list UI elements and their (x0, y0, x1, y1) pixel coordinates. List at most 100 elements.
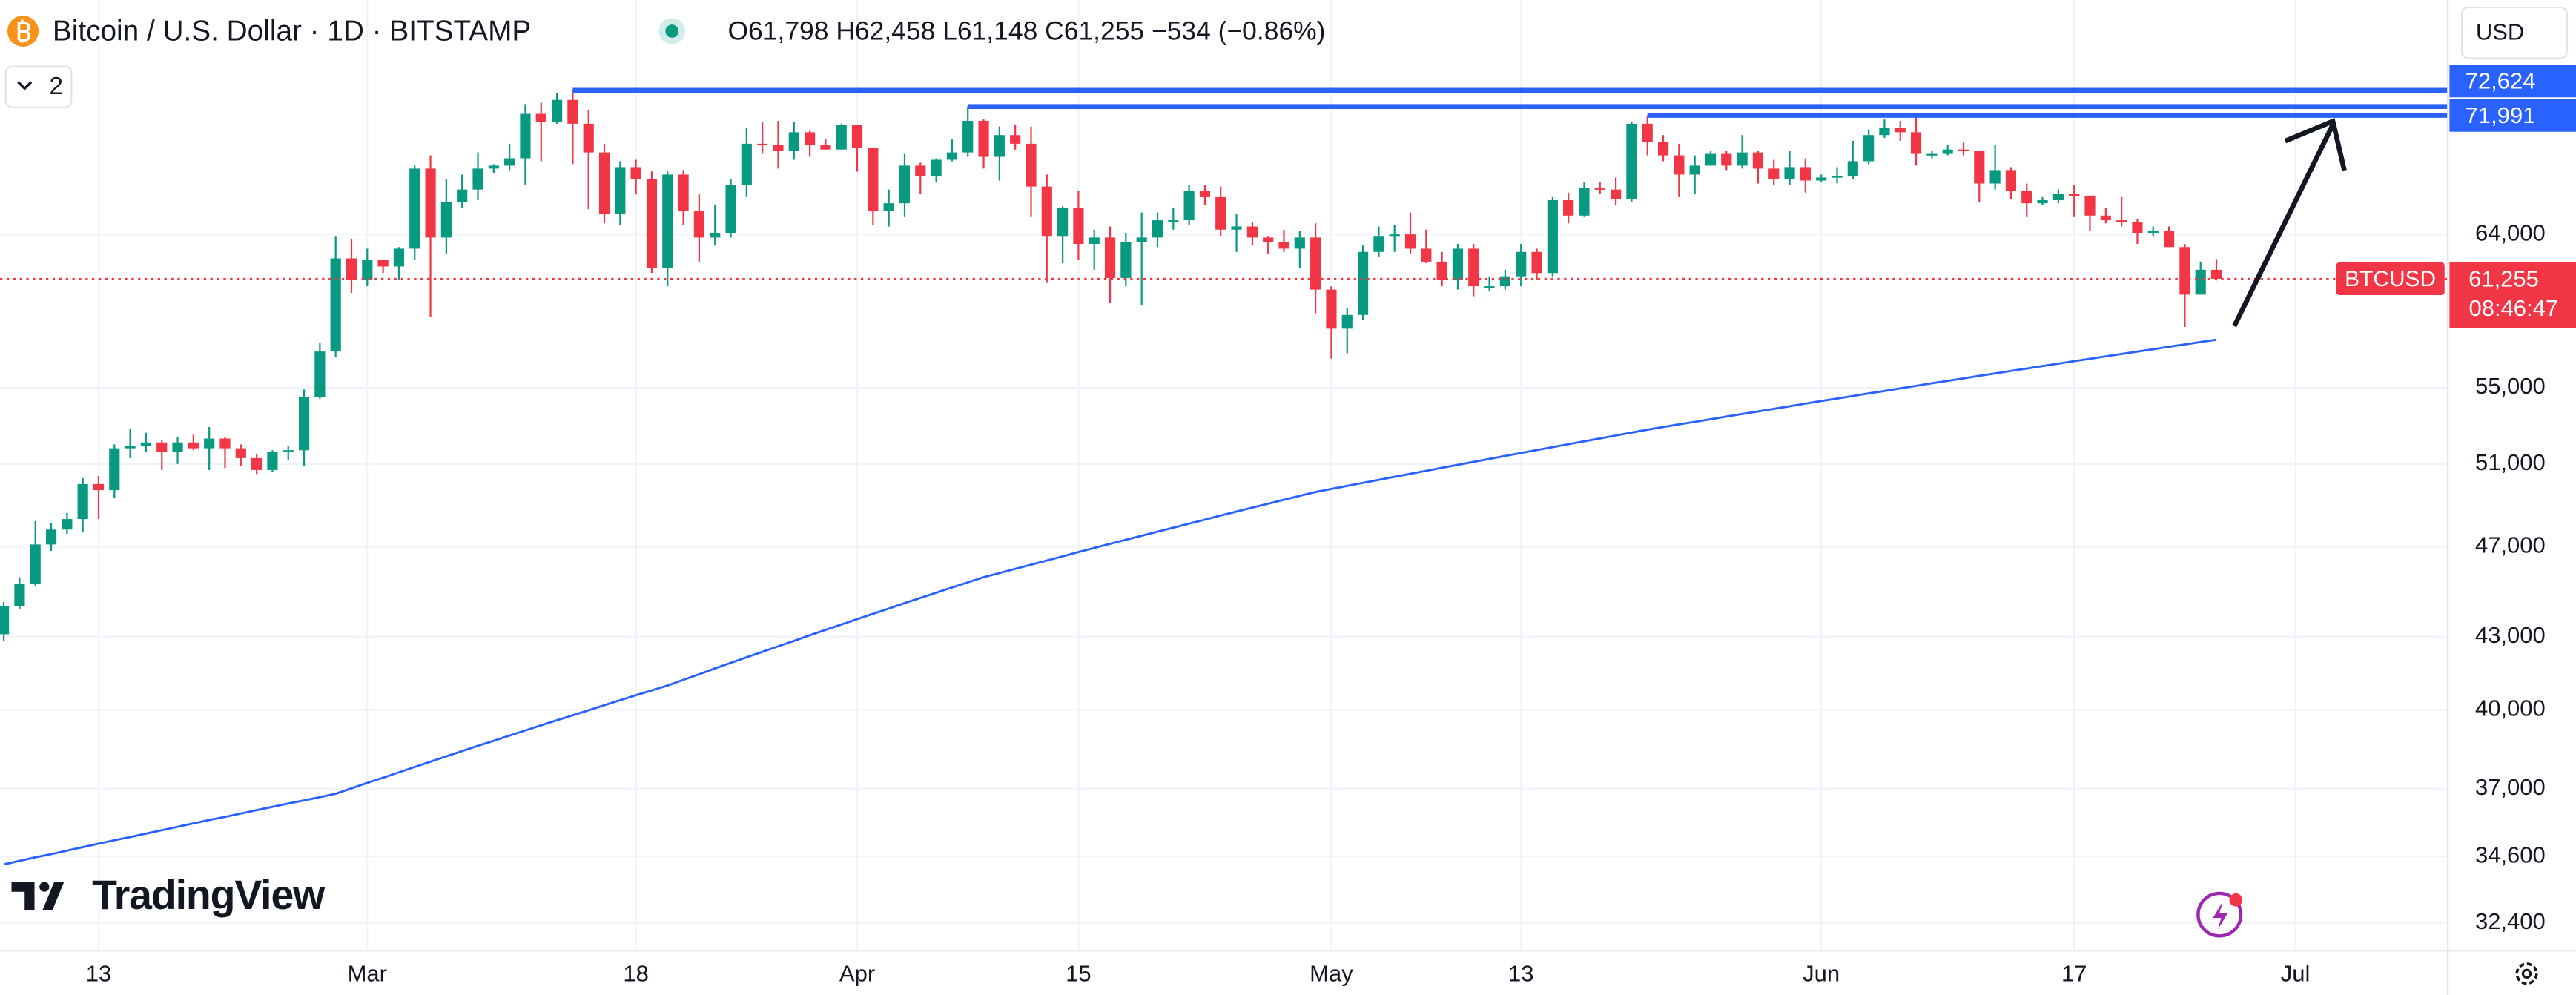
candle-body (883, 203, 894, 211)
candle-body (757, 143, 768, 146)
candle-body (1832, 176, 1843, 178)
candle-body (1816, 177, 1827, 181)
candle-body (1784, 167, 1795, 179)
indicators-toggle[interactable] (4, 65, 73, 108)
candle-body (646, 179, 658, 268)
symbol-label-box (2336, 262, 2445, 296)
candle-body (1120, 242, 1132, 278)
candle-body (1674, 155, 1685, 175)
candle-body (1041, 186, 1052, 237)
candle-body (678, 174, 689, 211)
y-tick-label: 34,600 (2475, 842, 2546, 867)
candle-body (788, 132, 799, 151)
candle-body (125, 446, 136, 449)
candle-body (915, 165, 926, 176)
candle-body (1010, 135, 1021, 144)
y-tick-label: 37,000 (2475, 774, 2546, 800)
settings-icon[interactable] (2515, 962, 2538, 985)
level-label-box (2449, 65, 2576, 98)
candle-body (93, 483, 105, 491)
drawn-arrow[interactable] (2232, 123, 2336, 328)
candle-body (30, 544, 41, 584)
candle-body (393, 248, 405, 267)
candle-body (362, 260, 373, 280)
candle-body (1611, 189, 1622, 199)
candle-body (851, 125, 863, 148)
currency: USD (2476, 19, 2524, 45)
candle-body (693, 211, 704, 238)
candle-body (77, 483, 88, 520)
candle-body (1357, 251, 1369, 315)
candle-body (1942, 149, 1953, 154)
candle-body (1278, 242, 1289, 249)
brand-logo (11, 882, 65, 910)
candle-body (109, 448, 120, 491)
candle-body (1752, 152, 1764, 169)
grid (0, 0, 2448, 951)
axes: 32,400 34,600 37,000 40,000 43,000 47,000 51,0… (86, 65, 2576, 987)
candle-body (1895, 128, 1906, 133)
candle-body (1579, 188, 1590, 216)
candle-body (0, 606, 10, 635)
candle-body (330, 258, 341, 352)
candle-body (1199, 191, 1211, 197)
market-status[interactable] (665, 24, 679, 38)
candle-body (725, 185, 736, 233)
candle-body (1104, 237, 1116, 278)
candle-body (1389, 234, 1400, 237)
candle-body (425, 168, 436, 238)
candle-body (1499, 276, 1510, 287)
candle-body (2084, 195, 2096, 216)
candle-body (1310, 237, 1321, 290)
candle-body (1516, 251, 1527, 277)
candle-body (1152, 220, 1163, 238)
candle-body (504, 158, 515, 166)
candle-body (346, 258, 357, 280)
y-tick-label: 43,000 (2475, 622, 2546, 648)
candle-body (1231, 226, 1242, 230)
x-tick-label: Jul (2281, 961, 2311, 987)
candle-body (377, 260, 389, 267)
candle-body (2116, 220, 2127, 222)
candle-body (1341, 314, 1353, 329)
candle-body (472, 168, 483, 190)
candle-body (868, 148, 879, 211)
x-tick-label: 13 (1508, 961, 1533, 987)
currency-button[interactable] (2460, 6, 2568, 59)
candle-body (2147, 231, 2159, 234)
alerts-icon[interactable] (2196, 891, 2243, 938)
indicators-count: 2 (49, 73, 62, 100)
candle-body (1626, 123, 1637, 199)
candle-body (204, 438, 215, 449)
candle-body (535, 113, 546, 122)
candle-body (1547, 200, 1558, 274)
candle-body (140, 442, 152, 447)
candle-body (1073, 208, 1084, 244)
candle-body (1800, 167, 1811, 181)
x-tick-label: 15 (1066, 961, 1091, 987)
candle-body (1657, 142, 1669, 156)
candle-body (235, 448, 246, 458)
candle-body (1594, 188, 1605, 190)
candle-body (1863, 135, 1875, 162)
candle-body (1705, 153, 1717, 166)
candle-body (2037, 200, 2048, 204)
candle-body (188, 442, 199, 449)
candle-body (314, 351, 326, 397)
candle-body (2005, 170, 2017, 191)
candle-body (1057, 208, 1069, 237)
candle-body (440, 202, 452, 238)
moving-average (3, 338, 2217, 866)
x-tick-label: Mar (348, 961, 387, 987)
candle-body (520, 113, 531, 159)
candle-body (583, 123, 594, 153)
candle-body (1974, 151, 1985, 184)
x-tick-label: Apr (839, 961, 875, 987)
candle-body (2021, 191, 2032, 204)
plot (0, 87, 2448, 866)
x-tick-label: 13 (86, 961, 111, 987)
candle-body (1737, 152, 1748, 166)
candle-body (2195, 269, 2206, 295)
